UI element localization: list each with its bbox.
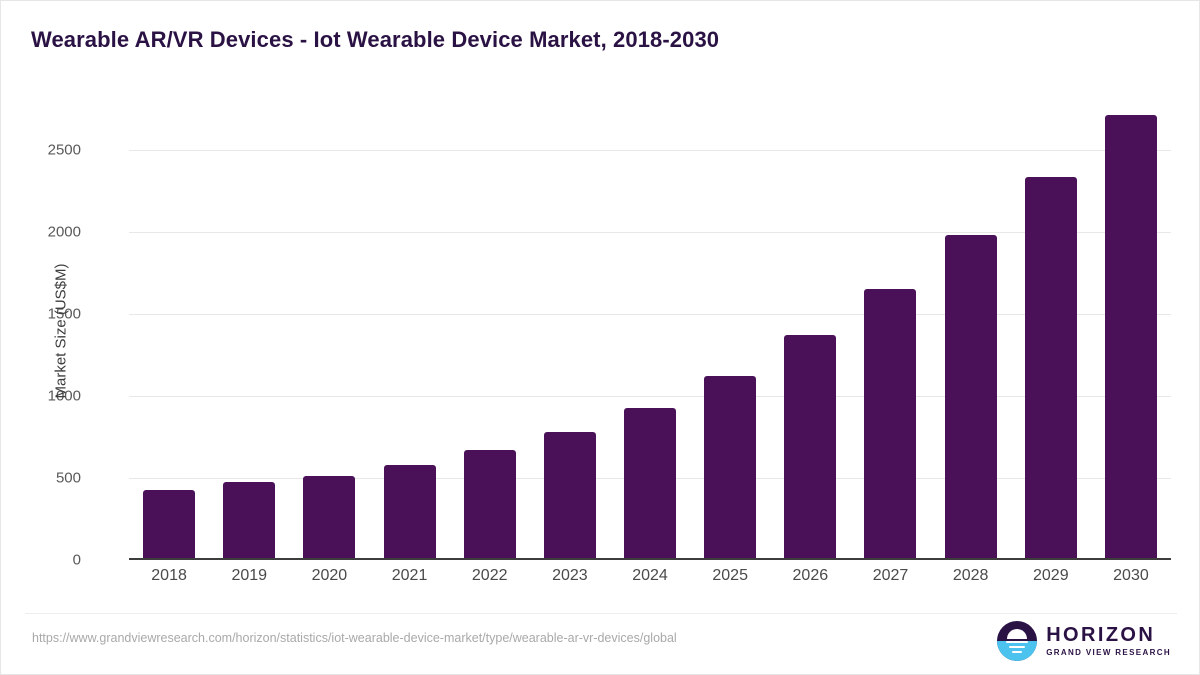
y-axis-title: Market Size (US$M) [52,262,70,399]
bar-slot [1091,101,1171,560]
plot-area: 0 500 1000 1500 2000 2500 Market Size (US$M) [48,101,1171,569]
y-axis-tick-label: 1500 [47,305,81,323]
x-axis-tick-label: 2019 [231,567,268,584]
bar[interactable] [624,408,677,560]
bar[interactable] [463,450,516,560]
x-axis-tick-label: 2024 [632,567,668,584]
x-axis-tick-label: 2028 [952,567,989,584]
y-axis-tick-label: 0 [72,551,81,569]
x-axis-tick-label: 2029 [1033,567,1069,584]
x-axis-tick-label: 2027 [872,567,909,584]
bar[interactable] [864,288,917,560]
bar[interactable] [543,432,596,560]
x-axis-tick-label: 2022 [471,567,508,584]
page-title: Wearable AR/VR Devices - Iot Wearable De… [31,27,720,52]
bar-slot [209,101,289,560]
x-axis-tick-label: 2026 [792,567,829,584]
bar[interactable] [143,489,196,560]
horizon-logo[interactable]: HORIZON GRAND VIEW RESEARCH [997,619,1171,663]
x-axis-tick-labels: 2018 2019 2020 2021 2022 2023 2024 2025 2026 2027… [129,567,1171,585]
bar-slot [450,101,530,560]
y-axis-tick-label: 1000 [47,387,81,405]
bar[interactable] [223,482,276,560]
x-axis-tick-label: 2021 [391,567,428,584]
bar[interactable] [1024,177,1077,560]
y-axis-tick-label: 500 [55,469,81,487]
source-url[interactable]: https://www.grandviewresearch.com/horizo… [32,631,677,645]
x-axis-tick-label: 2020 [311,567,348,584]
logo-wordmark: HORIZON [1046,624,1156,646]
bar-slot [610,101,690,560]
bar-slot [129,101,209,560]
bar[interactable] [383,464,436,560]
bar-slot [850,101,930,560]
bar-slot [530,101,610,560]
y-axis-tick-label: 2000 [47,223,81,241]
gridline [129,314,1171,316]
y-axis-tick-label: 2500 [47,141,81,159]
bar[interactable] [944,234,997,560]
bar-series [129,101,1171,560]
bar[interactable] [784,334,837,560]
gridline [129,232,1171,234]
bar[interactable] [704,376,757,560]
logo-text: HORIZON GRAND VIEW RESEARCH [1046,625,1171,657]
horizon-logo-mark-icon [997,621,1038,661]
x-axis-tick-label: 2023 [552,567,588,584]
x-axis-tick-label: 2025 [712,567,748,584]
gridline [129,150,1171,152]
bar-slot [289,101,369,560]
footer-divider [25,613,1177,614]
x-axis-tick-label: 2018 [151,567,187,584]
logo-tagline: GRAND VIEW RESEARCH [1046,648,1171,657]
bar-slot [931,101,1011,560]
bar-slot [690,101,770,560]
bar-slot [369,101,449,560]
bar[interactable] [1104,114,1157,560]
bar-slot [1011,101,1091,560]
x-axis-tick-label: 2030 [1113,567,1149,584]
bar[interactable] [303,475,356,560]
bar-slot [770,101,850,560]
x-axis-line [129,558,1171,560]
gridline [129,396,1171,398]
